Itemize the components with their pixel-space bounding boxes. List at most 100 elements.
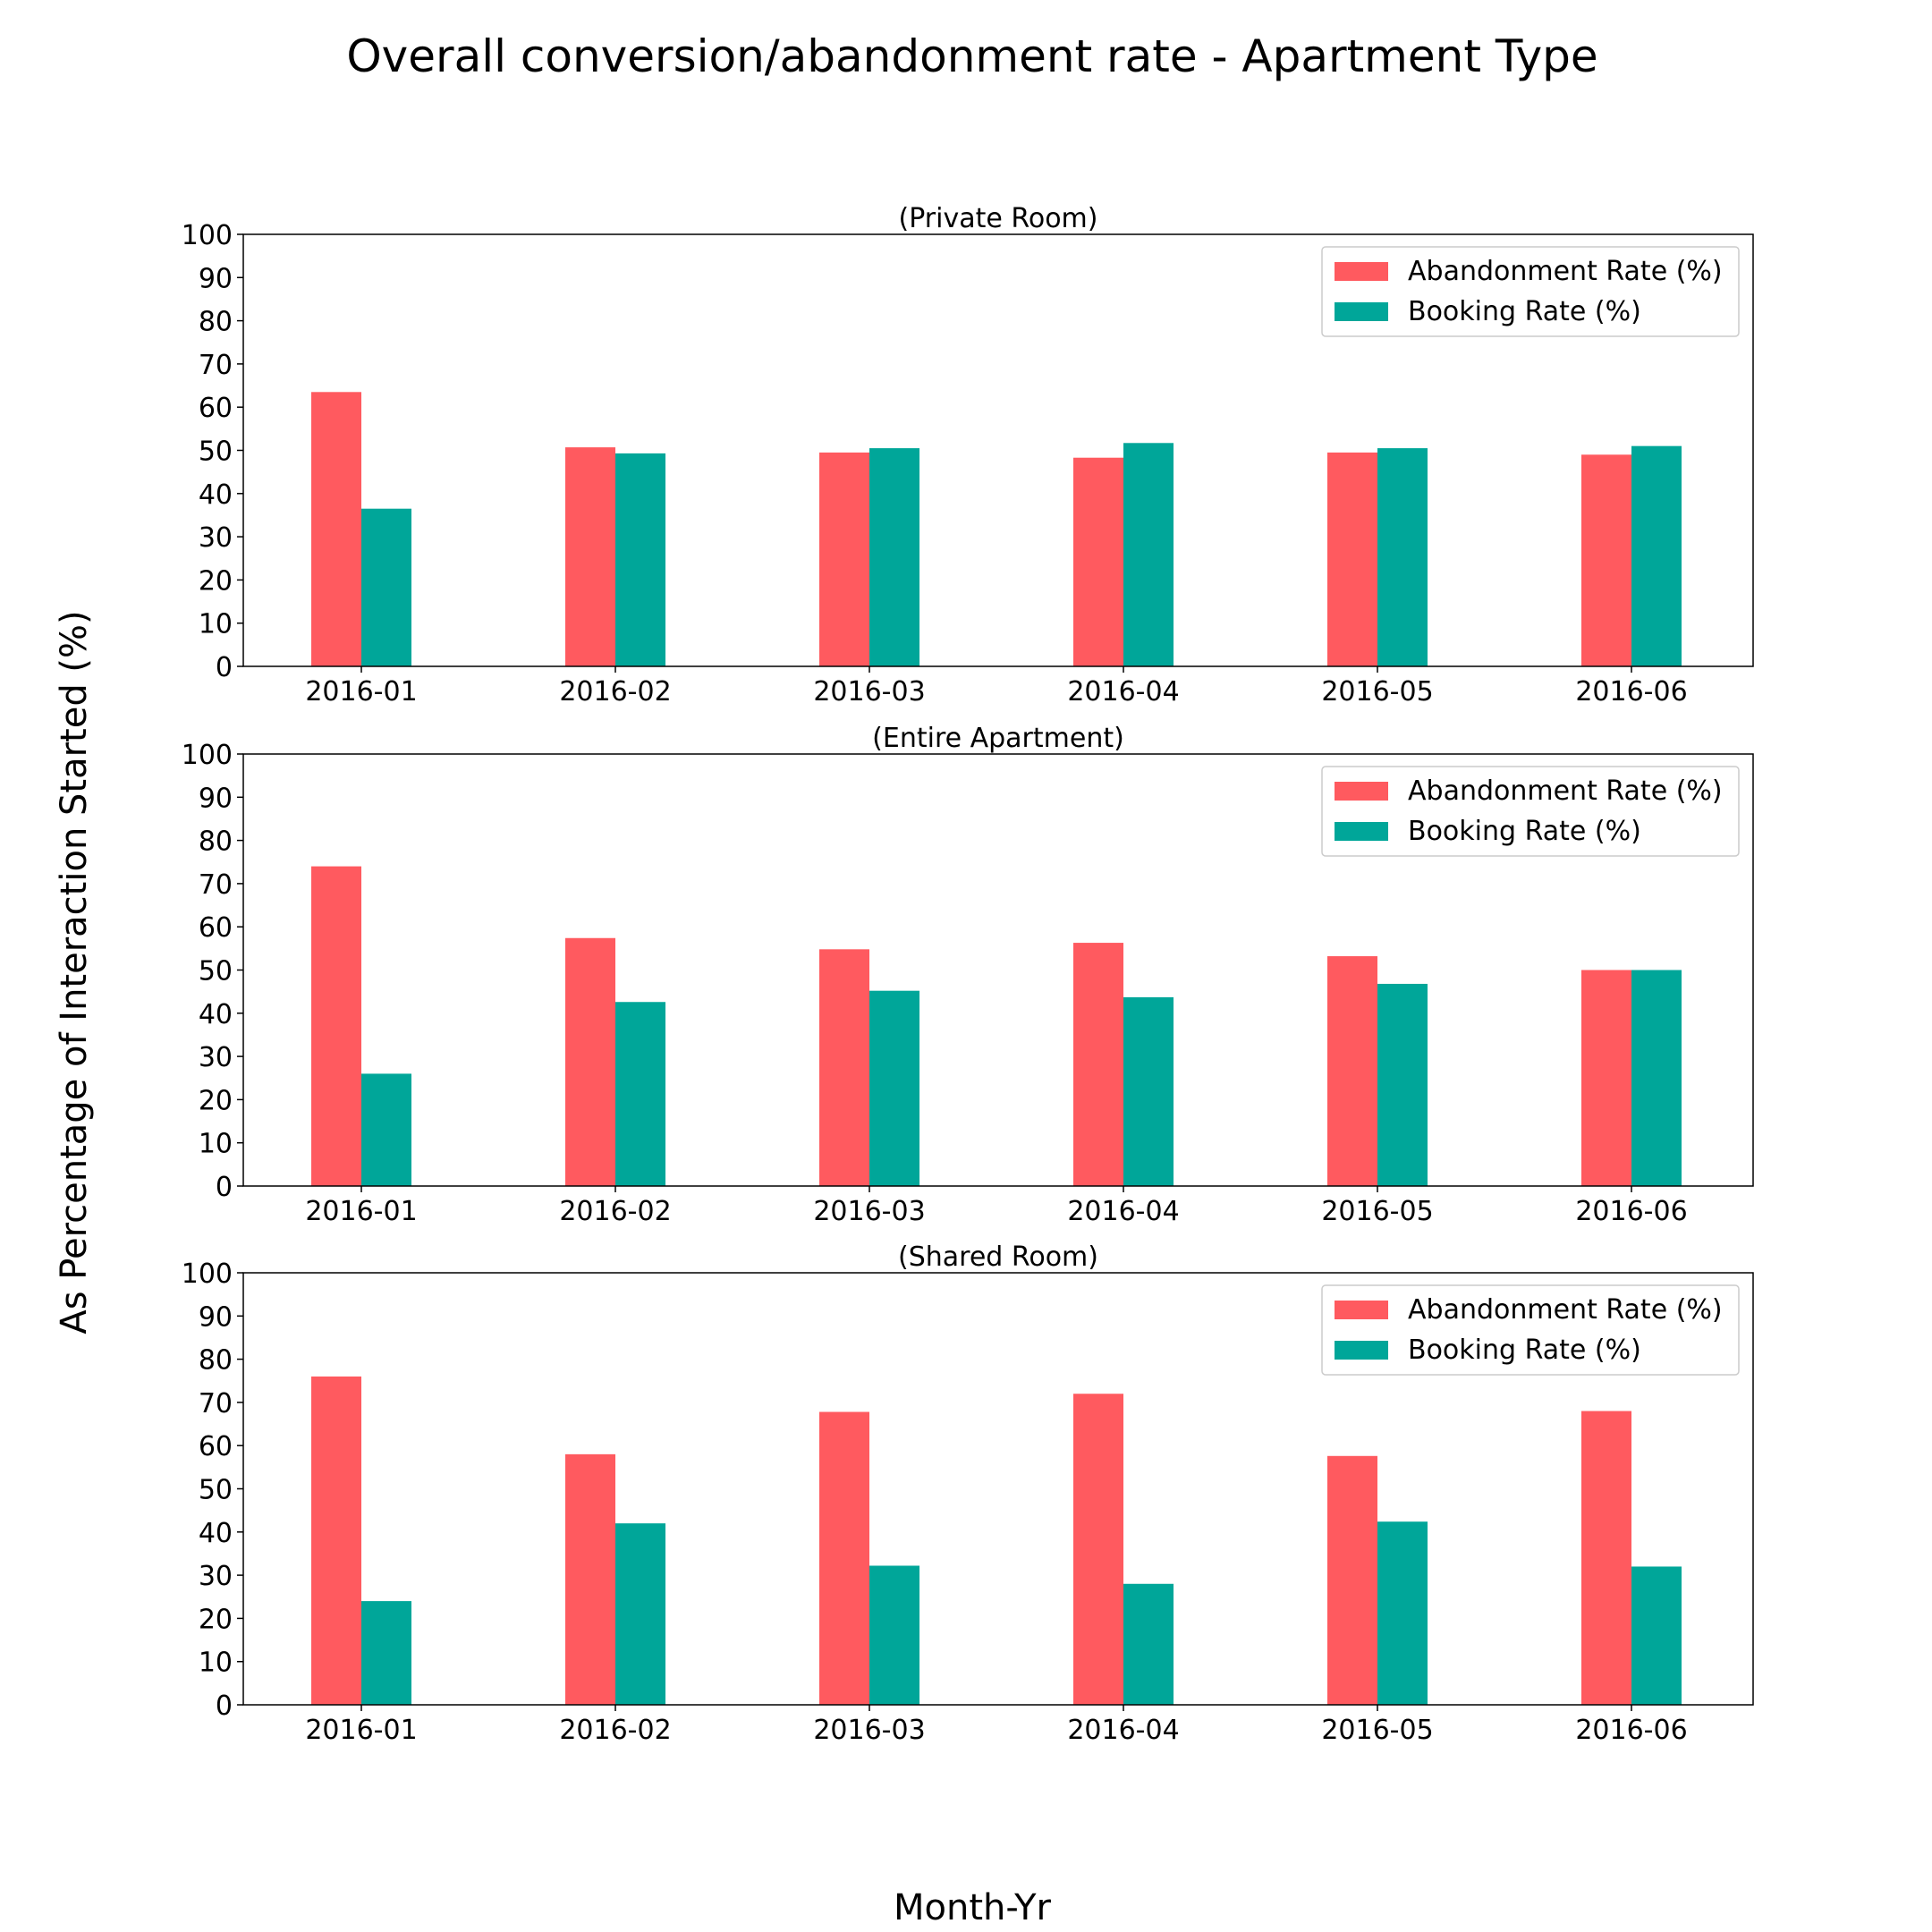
subplot-3: (Shared Room) 2016-01 2016-02 2016-03 2016-0… — [182, 1241, 1754, 1746]
y-tick-label: 0 — [216, 652, 233, 683]
legend-box — [1321, 766, 1740, 857]
abandonment-bar — [311, 392, 361, 666]
y-tick-label: 40 — [199, 479, 233, 511]
abandonment-bar — [1327, 452, 1377, 666]
y-tick-label: 60 — [199, 1431, 233, 1462]
x-tick-label: 2016-05 — [1321, 676, 1433, 708]
x-tick-label: 2016-06 — [1575, 1196, 1687, 1227]
abandonment-bar — [1581, 454, 1631, 666]
booking-bar — [615, 1002, 665, 1186]
legend-swatch-booking — [1335, 302, 1388, 321]
subplot-2: (Entire Apartment) 2016-01 2016-02 2016-03 2… — [182, 723, 1754, 1227]
plot-frame — [242, 233, 1754, 667]
legend-label: Booking Rate (%) — [1408, 1335, 1641, 1366]
y-tick-label: 20 — [199, 565, 233, 597]
y-tick-label: 30 — [199, 522, 233, 554]
y-tick-label: 20 — [199, 1604, 233, 1635]
x-tick-label: 2016-02 — [559, 1715, 671, 1746]
booking-bar — [1377, 983, 1428, 1186]
abandonment-bar — [565, 447, 615, 666]
subplot-title: (Private Room) — [899, 203, 1098, 234]
x-tick-label: 2016-03 — [813, 1715, 925, 1746]
x-tick-label: 2016-05 — [1321, 1196, 1433, 1227]
legend-swatch-abandonment — [1335, 262, 1388, 281]
figure-ylabel: As Percentage of Interaction Started (%) — [54, 610, 95, 1334]
y-tick-label: 40 — [199, 999, 233, 1030]
figure-xlabel: Month-Yr — [894, 1887, 1051, 1928]
x-tick-label: 2016-01 — [305, 1715, 417, 1746]
plot-frame — [242, 753, 1754, 1187]
x-tick-label: 2016-03 — [813, 676, 925, 708]
y-tick-label: 80 — [199, 1345, 233, 1377]
legend-label: Abandonment Rate (%) — [1408, 1294, 1723, 1326]
y-tick-label: 10 — [199, 609, 233, 640]
booking-bar — [615, 1523, 665, 1705]
legend-swatch-booking — [1335, 1341, 1388, 1360]
y-tick-label: 80 — [199, 826, 233, 858]
legend: Abandonment Rate (%) Booking Rate (%) — [1321, 246, 1740, 337]
y-tick-label: 100 — [182, 740, 233, 771]
x-tick-label: 2016-02 — [559, 676, 671, 708]
plot-frame — [242, 1272, 1754, 1706]
legend-box — [1321, 1284, 1740, 1376]
y-tick-label: 20 — [199, 1085, 233, 1116]
x-tick-label: 2016-04 — [1067, 1196, 1179, 1227]
abandonment-bar — [1581, 970, 1631, 1186]
y-tick-label: 40 — [199, 1518, 233, 1549]
y-tick-label: 100 — [182, 1258, 233, 1290]
abandonment-bar — [565, 937, 615, 1186]
subplot-title: (Shared Room) — [898, 1241, 1098, 1273]
abandonment-bar — [311, 866, 361, 1186]
y-tick-label: 10 — [199, 1648, 233, 1679]
y-tick-label: 70 — [199, 350, 233, 381]
abandonment-bar — [819, 1411, 869, 1705]
y-tick-label: 0 — [216, 1690, 233, 1722]
y-tick-label: 80 — [199, 307, 233, 338]
y-tick-label: 90 — [199, 1301, 233, 1333]
booking-bar — [1377, 448, 1428, 666]
booking-bar — [361, 1601, 411, 1705]
x-tick-label: 2016-06 — [1575, 676, 1687, 708]
figure-title: Overall conversion/abandonment rate - Ap… — [346, 30, 1597, 82]
abandonment-bar — [311, 1376, 361, 1705]
y-tick-label: 50 — [199, 956, 233, 987]
legend-label: Abandonment Rate (%) — [1408, 256, 1723, 287]
y-tick-label: 50 — [199, 1475, 233, 1506]
legend-label: Booking Rate (%) — [1408, 816, 1641, 847]
x-tick-label: 2016-04 — [1067, 676, 1179, 708]
abandonment-bar — [1073, 943, 1123, 1186]
booking-bar — [1123, 996, 1174, 1186]
legend-box — [1321, 246, 1740, 337]
y-tick-label: 70 — [199, 869, 233, 901]
legend-label: Abandonment Rate (%) — [1408, 775, 1723, 807]
y-tick-label: 60 — [199, 912, 233, 944]
legend-swatch-booking — [1335, 822, 1388, 841]
abandonment-bar — [565, 1453, 615, 1705]
booking-bar — [869, 990, 919, 1186]
y-tick-label: 70 — [199, 1388, 233, 1419]
abandonment-bar — [819, 452, 869, 666]
y-tick-label: 100 — [182, 220, 233, 251]
legend-swatch-abandonment — [1335, 1301, 1388, 1319]
booking-bar — [869, 1565, 919, 1705]
legend-label: Booking Rate (%) — [1408, 296, 1641, 327]
x-tick-label: 2016-03 — [813, 1196, 925, 1227]
booking-bar — [1123, 1583, 1174, 1705]
abandonment-bar — [1073, 457, 1123, 666]
x-tick-label: 2016-01 — [305, 1196, 417, 1227]
subplot-title: (Entire Apartment) — [872, 723, 1124, 754]
abandonment-bar — [1581, 1411, 1631, 1705]
x-tick-label: 2016-02 — [559, 1196, 671, 1227]
booking-bar — [1631, 970, 1682, 1186]
abandonment-bar — [819, 949, 869, 1186]
booking-bar — [361, 1073, 411, 1186]
abandonment-bar — [1073, 1394, 1123, 1705]
booking-bar — [1123, 443, 1174, 666]
booking-bar — [615, 453, 665, 666]
booking-bar — [1631, 445, 1682, 666]
x-tick-label: 2016-05 — [1321, 1715, 1433, 1746]
subplots: (Private Room) 2016-01 2016-02 2016-03 2016-… — [182, 203, 1754, 1746]
booking-bar — [1377, 1521, 1428, 1705]
